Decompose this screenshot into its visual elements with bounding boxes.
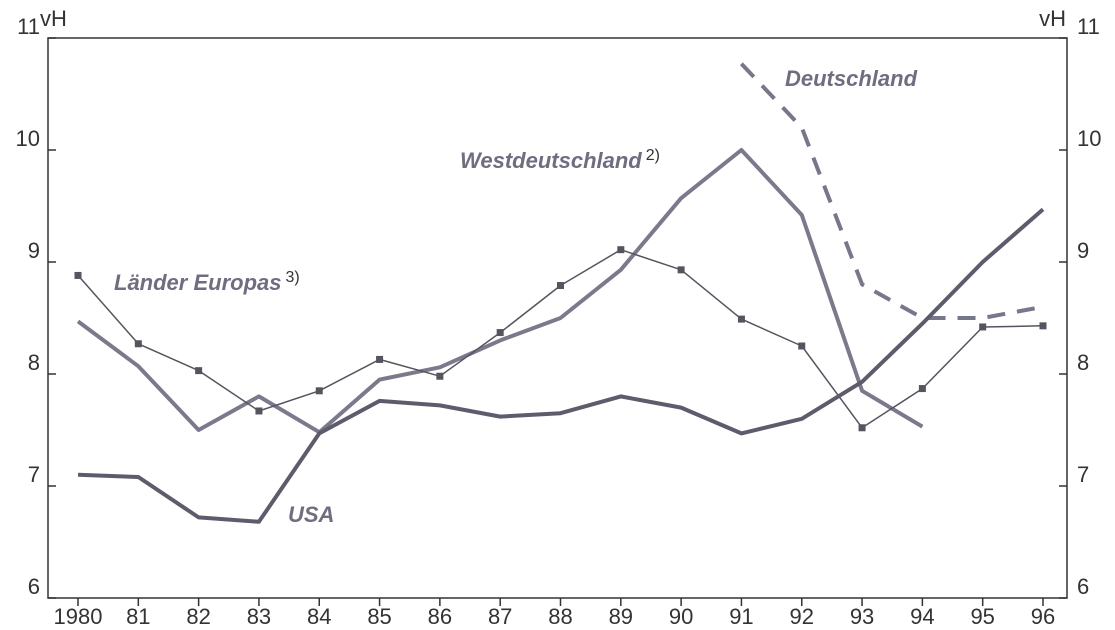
x-tick-label: 96 bbox=[1031, 604, 1055, 629]
x-tick-label: 94 bbox=[910, 604, 934, 629]
series-label: Länder Europas bbox=[114, 270, 281, 295]
marker bbox=[315, 387, 323, 395]
y2-tick-label: 7 bbox=[1077, 462, 1089, 487]
y-unit: vH bbox=[40, 6, 67, 31]
series-label: Westdeutschland bbox=[460, 148, 642, 173]
series-note: 3) bbox=[285, 269, 299, 286]
marker bbox=[255, 407, 263, 415]
x-tick-label: 93 bbox=[850, 604, 874, 629]
x-tick-label: 91 bbox=[729, 604, 753, 629]
marker bbox=[798, 342, 806, 350]
x-tick-label: 85 bbox=[367, 604, 391, 629]
series-note: 2) bbox=[646, 147, 660, 164]
x-tick-label: 81 bbox=[126, 604, 150, 629]
marker bbox=[617, 246, 625, 254]
x-tick-label: 83 bbox=[247, 604, 271, 629]
x-tick-label: 92 bbox=[790, 604, 814, 629]
x-tick-label: 87 bbox=[488, 604, 512, 629]
series-line bbox=[77, 207, 1045, 524]
x-tick-label: 88 bbox=[548, 604, 572, 629]
marker bbox=[737, 315, 745, 323]
x-tick-label: 86 bbox=[428, 604, 452, 629]
x-tick-label: 1980 bbox=[54, 604, 103, 629]
y2-unit: vH bbox=[1039, 6, 1066, 31]
marker bbox=[918, 385, 926, 393]
marker bbox=[1039, 322, 1047, 330]
y2-tick-label: 8 bbox=[1077, 350, 1089, 375]
marker bbox=[376, 355, 384, 363]
y2-tick-label: 6 bbox=[1077, 574, 1089, 599]
x-tick-label: 95 bbox=[970, 604, 994, 629]
marker bbox=[195, 367, 203, 375]
marker bbox=[436, 372, 444, 380]
y-tick-label: 8 bbox=[28, 350, 40, 375]
y-tick-label: 6 bbox=[28, 574, 40, 599]
y2-tick-label: 10 bbox=[1077, 126, 1101, 151]
series-line bbox=[76, 148, 924, 435]
x-tick-label: 84 bbox=[307, 604, 331, 629]
series-line bbox=[739, 62, 1044, 320]
x-tick-label: 82 bbox=[186, 604, 210, 629]
y-tick-label: 10 bbox=[16, 126, 40, 151]
series-label: USA bbox=[288, 502, 334, 527]
y2-tick-label: 11 bbox=[1077, 14, 1100, 39]
marker bbox=[858, 424, 866, 432]
y-tick-label: 9 bbox=[28, 238, 40, 263]
marker bbox=[677, 266, 685, 274]
plot-frame bbox=[47, 37, 1068, 599]
x-tick-label: 90 bbox=[669, 604, 693, 629]
marker bbox=[74, 271, 82, 279]
y-tick-label: 11 bbox=[17, 14, 40, 39]
marker bbox=[557, 282, 564, 290]
y-tick-label: 7 bbox=[28, 462, 40, 487]
marker bbox=[979, 323, 987, 331]
y2-tick-label: 9 bbox=[1077, 238, 1089, 263]
series-label: Deutschland bbox=[785, 66, 918, 91]
marker bbox=[496, 329, 504, 337]
marker bbox=[134, 340, 142, 348]
x-tick-label: 89 bbox=[609, 604, 633, 629]
